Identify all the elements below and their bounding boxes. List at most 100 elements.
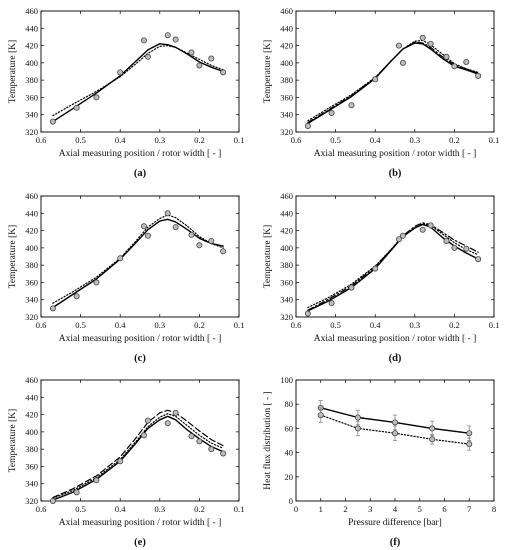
y-tick-label: 360	[25, 461, 38, 471]
plot-frame	[40, 10, 240, 133]
y-tick-label: 320	[25, 312, 38, 322]
x-tick-label: 0.1	[234, 504, 245, 514]
y-tick-label: 420	[25, 410, 38, 420]
chart-panel-4: 320 340 360 380 400 420 440 460 0.6 0.5 0.4 0.3 0.2 0…	[263, 191, 499, 364]
x-tick-label: 0.3	[154, 320, 165, 330]
x-tick-label: 5	[418, 504, 422, 514]
chart-panel-5: 320 340 360 380 400 420 440 460 0.6 0.5 0.4 0.3 0.2 0…	[8, 375, 244, 548]
y-tick-label: 460	[25, 375, 38, 385]
data-point	[93, 94, 100, 101]
data-point	[419, 34, 426, 41]
y-tick-label: 360	[280, 277, 293, 287]
x-tick-label: 0.1	[234, 320, 245, 330]
y-tick-label: 340	[25, 110, 38, 120]
data-point	[348, 102, 355, 109]
x-tick-label: 0.6	[36, 135, 47, 145]
data-point	[188, 49, 195, 56]
data-point	[304, 122, 311, 129]
y-tick-label: 420	[280, 226, 293, 236]
y-tick-label: 380	[280, 260, 293, 270]
y-axis-label: Temperature [K]	[263, 225, 273, 288]
y-tick-label: 400	[25, 243, 38, 253]
data-point	[372, 265, 379, 272]
data-point	[172, 409, 179, 416]
y-tick-label: 360	[280, 92, 293, 102]
data-point	[304, 310, 311, 317]
data-point	[429, 436, 436, 443]
y-tick-label: 20	[285, 472, 294, 482]
y-axis-label: Temperature [K]	[8, 409, 18, 472]
y-tick-label: 380	[25, 75, 38, 85]
x-axis-label: Axial measuring position / rotor width […	[314, 334, 477, 344]
series-line-dotted	[52, 44, 224, 117]
x-tick-label: 0.3	[154, 135, 165, 145]
data-point	[140, 432, 147, 439]
x-tick-label: 0.5	[75, 504, 86, 514]
x-tick-label: 0.3	[154, 504, 165, 514]
x-tick-label: 0.5	[75, 135, 86, 145]
y-tick-label: 0	[289, 496, 293, 506]
data-point	[144, 417, 151, 424]
x-axis-label: Axial measuring position / rotor width […	[314, 149, 477, 159]
data-point	[395, 236, 402, 243]
plot-frame	[40, 379, 240, 502]
y-tick-label: 460	[25, 191, 38, 201]
y-tick-label: 60	[285, 423, 294, 433]
series-line-dotted	[52, 214, 224, 304]
data-point	[220, 69, 227, 76]
data-point	[317, 412, 324, 419]
data-point	[328, 300, 335, 307]
x-tick-label: 0.4	[370, 320, 381, 330]
chart-panel-1: 320 340 360 380 400 420 440 460 0.6 0.5 0.4 0.3 0.2 0…	[8, 6, 244, 179]
y-tick-label: 440	[25, 392, 38, 402]
data-point	[73, 293, 80, 300]
data-point	[140, 37, 147, 44]
x-tick-label: 0.1	[489, 135, 500, 145]
x-tick-label: 0.1	[234, 135, 245, 145]
data-point	[73, 489, 80, 496]
data-point	[117, 255, 124, 262]
data-point	[419, 226, 426, 233]
chart-panel-6: 0 20 40 60 80 100 0 1 2 3 4 5 6 7 8 Pressure difference…	[262, 375, 496, 548]
data-point	[328, 109, 335, 116]
data-point	[348, 284, 355, 291]
x-tick-label: 0.6	[36, 504, 47, 514]
data-point	[117, 458, 124, 465]
plot-frame	[295, 10, 495, 133]
series-line-dotted	[307, 39, 479, 122]
y-tick-label: 460	[280, 191, 293, 201]
y-tick-label: 40	[285, 448, 294, 458]
plot-frame	[295, 195, 495, 318]
x-tick-label: 2	[343, 504, 347, 514]
y-tick-label: 320	[25, 496, 38, 506]
x-tick-label: 0.2	[449, 320, 460, 330]
series-line-dashdot	[307, 222, 479, 311]
x-tick-label: 8	[492, 504, 496, 514]
y-axis-label: Temperature [K]	[263, 40, 273, 103]
x-tick-label: 0.1	[489, 320, 500, 330]
y-tick-label: 400	[25, 427, 38, 437]
data-point	[208, 237, 215, 244]
data-point	[188, 231, 195, 238]
x-tick-label: 0.5	[330, 320, 341, 330]
x-tick-label: 0.6	[291, 320, 302, 330]
x-axis-label: Axial measuring position / rotor width […	[59, 518, 222, 528]
series-line-dashed	[52, 409, 224, 499]
plot-frame	[40, 195, 240, 318]
panel-label: (b)	[389, 168, 402, 179]
y-tick-label: 400	[280, 58, 293, 68]
y-axis-label: Heat flux distribution [ - ]	[262, 391, 273, 489]
data-point	[463, 58, 470, 65]
data-point	[466, 430, 473, 437]
y-tick-label: 400	[25, 58, 38, 68]
x-tick-label: 0.6	[36, 320, 47, 330]
x-tick-label: 0.2	[449, 135, 460, 145]
chart-panel-3: 320 340 360 380 400 420 440 460 0.6 0.5 0.4 0.3 0.2 0…	[8, 191, 244, 364]
x-tick-label: 0.5	[75, 320, 86, 330]
data-point	[466, 441, 473, 448]
y-tick-label: 440	[280, 23, 293, 33]
series-line-dashdot	[307, 41, 479, 124]
data-point	[73, 104, 80, 111]
series-line-solid	[52, 218, 224, 309]
data-point	[144, 53, 151, 60]
